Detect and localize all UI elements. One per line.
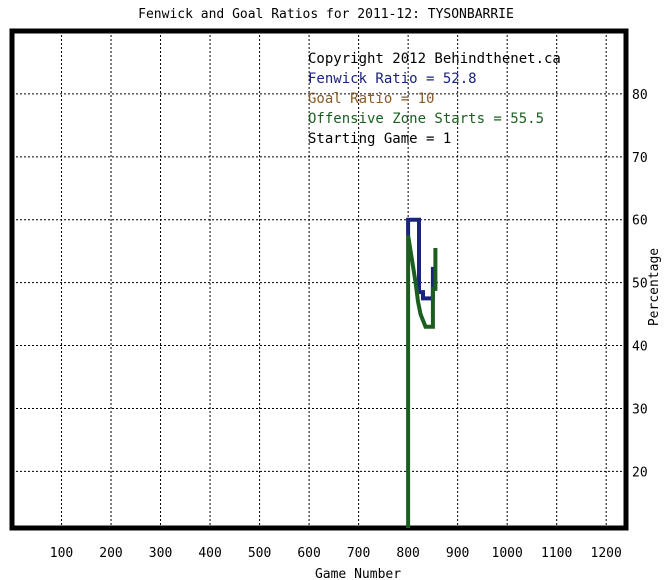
- series-group: [406, 217, 438, 528]
- annotation-line-1: Copyright 2012 Behindthenet.ca: [308, 51, 561, 67]
- annotation-line-4: Offensive Zone Starts = 55.5: [308, 111, 544, 127]
- x-axis-label: Game Number: [315, 567, 401, 580]
- annotation-line-2: Fenwick Ratio = 52.8: [308, 71, 477, 87]
- x-tick-label-700: 700: [347, 546, 370, 561]
- y-tick-label-70: 70: [632, 151, 648, 166]
- annotation-line-3: Goal Ratio = 10: [308, 91, 434, 107]
- y-tick-label-50: 50: [632, 277, 648, 292]
- x-tick-label-200: 200: [99, 546, 122, 561]
- y-tick-label-20: 20: [632, 465, 648, 480]
- legend-annotations: Copyright 2012 Behindthenet.ca Fenwick Ra…: [308, 51, 561, 147]
- y-tick-label-60: 60: [632, 214, 648, 229]
- x-tick-label-100: 100: [50, 546, 73, 561]
- x-axis-ticks: 100 200 300 400 500 600 700 800 900 1000 1100 1200: [50, 546, 622, 561]
- x-tick-label-800: 800: [396, 546, 419, 561]
- y-tick-label-80: 80: [632, 88, 648, 103]
- annotation-line-5: Starting Game = 1: [308, 131, 451, 147]
- x-tick-label-500: 500: [248, 546, 271, 561]
- chart-title: Fenwick and Goal Ratios for 2011-12: TYS…: [138, 7, 514, 22]
- y-tick-label-30: 30: [632, 402, 648, 417]
- plot-frame: [9, 28, 629, 531]
- y-axis-ticks: 20 30 40 50 60 70 80: [632, 88, 648, 480]
- x-tick-label-300: 300: [149, 546, 172, 561]
- y-tick-label-40: 40: [632, 340, 648, 355]
- x-tick-label-1200: 1200: [591, 546, 622, 561]
- x-tick-label-1100: 1100: [541, 546, 572, 561]
- y-axis-label: Percentage: [647, 248, 662, 326]
- x-tick-label-400: 400: [198, 546, 221, 561]
- x-tick-label-1000: 1000: [492, 546, 523, 561]
- series-line-2: [406, 235, 438, 528]
- x-tick-label-900: 900: [446, 546, 469, 561]
- x-tick-label-600: 600: [297, 546, 320, 561]
